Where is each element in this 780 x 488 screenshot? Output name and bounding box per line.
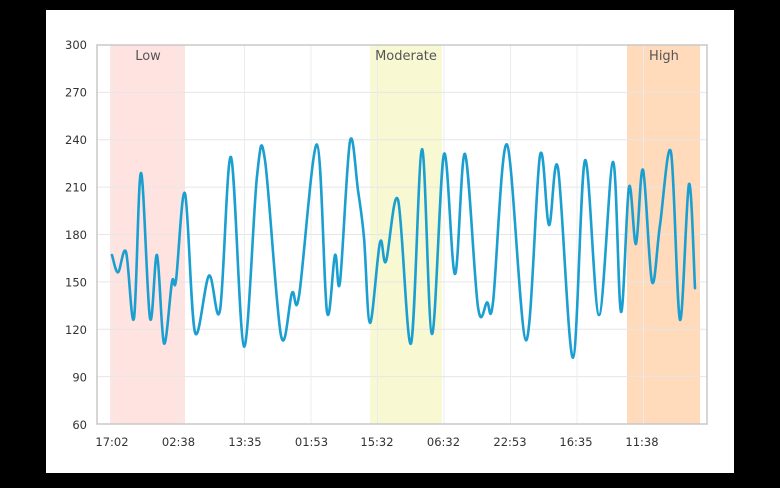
x-tick-label: 01:53 <box>295 435 328 449</box>
band-label-low: Low <box>135 49 161 64</box>
band-labels: Low Moderate High <box>135 49 679 64</box>
x-tick-label: 17:02 <box>95 435 128 449</box>
y-tick-label: 210 <box>65 181 87 195</box>
band-label-high: High <box>649 49 679 64</box>
band-label-moderate: Moderate <box>375 49 437 64</box>
y-tick-label: 120 <box>65 323 87 337</box>
y-tick-label: 300 <box>65 38 87 52</box>
x-axis: 17:02 02:38 13:35 01:53 15:32 06:32 22:5… <box>95 435 658 449</box>
x-tick-label: 22:53 <box>493 435 526 449</box>
x-tick-label: 16:35 <box>559 435 592 449</box>
series-line <box>110 137 697 360</box>
y-tick-label: 90 <box>72 371 87 385</box>
x-tick-label: 02:38 <box>162 435 195 449</box>
y-tick-label: 150 <box>65 276 87 290</box>
x-tick-label: 06:32 <box>427 435 460 449</box>
y-tick-label: 60 <box>72 418 87 432</box>
x-tick-label: 15:32 <box>360 435 393 449</box>
y-axis: 300 270 240 210 180 150 120 90 60 <box>65 38 87 432</box>
x-tick-label: 11:38 <box>625 435 658 449</box>
gridlines <box>97 45 707 424</box>
y-tick-label: 180 <box>65 228 87 242</box>
x-tick-label: 13:35 <box>228 435 261 449</box>
plot-area-border <box>96 44 708 425</box>
y-tick-label: 240 <box>65 133 87 147</box>
y-tick-label: 270 <box>65 86 87 100</box>
